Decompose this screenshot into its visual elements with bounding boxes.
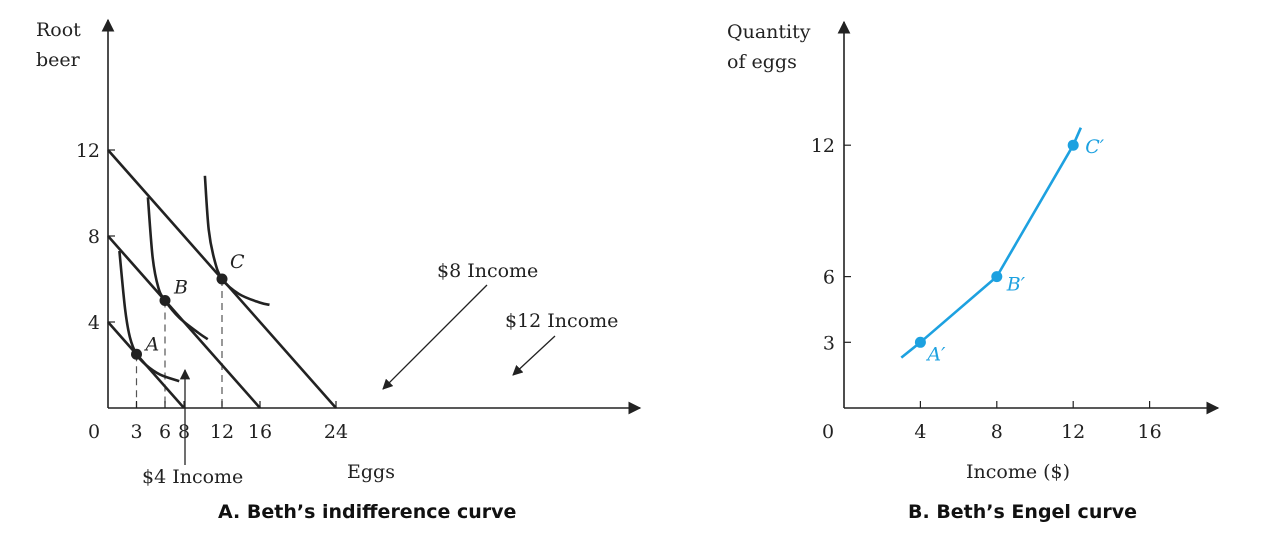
point-marker bbox=[159, 295, 171, 306]
y-tick-label: 12 bbox=[811, 135, 835, 157]
point-marker bbox=[216, 273, 228, 285]
point-label: B bbox=[173, 277, 188, 299]
y-axis-label-line2: of eggs bbox=[727, 51, 797, 73]
x-tick-label: 24 bbox=[324, 421, 348, 443]
x-tick-label: 8 bbox=[178, 421, 190, 443]
point-label: B′ bbox=[1006, 274, 1026, 296]
x-tick-label: 3 bbox=[130, 421, 142, 443]
engel-line bbox=[900, 127, 1083, 359]
point-marker bbox=[131, 348, 142, 360]
y-axis-label-line1: Root bbox=[36, 19, 81, 41]
point-marker bbox=[1067, 139, 1079, 151]
indifference-curve bbox=[118, 250, 180, 383]
chart-title: B. Beth’s Engel curve bbox=[908, 501, 1137, 523]
y-axis-label-line1: Quantity bbox=[727, 21, 811, 43]
point-label: A′ bbox=[925, 343, 946, 365]
annotation-8-pointer bbox=[382, 284, 488, 390]
x-tick-label: 16 bbox=[1138, 421, 1162, 443]
x-tick-label: 6 bbox=[159, 421, 171, 443]
annotation-8-income: $8 Income bbox=[437, 260, 538, 282]
x-axis-label: Eggs bbox=[347, 461, 395, 483]
points: A B C bbox=[131, 251, 245, 360]
y-tick-label: 4 bbox=[88, 312, 100, 334]
annotation-4-income: $4 Income bbox=[142, 466, 243, 488]
point-marker bbox=[991, 271, 1003, 283]
x-tick-label: 12 bbox=[210, 421, 234, 443]
point-label: C bbox=[230, 251, 245, 273]
engel-curve bbox=[900, 127, 1083, 359]
point-label: C′ bbox=[1085, 136, 1105, 158]
indifference-curve bbox=[203, 175, 270, 307]
x-tick-label: 8 bbox=[991, 421, 1003, 443]
y-tick-label: 8 bbox=[88, 226, 100, 248]
chart-title: A. Beth’s indifference curve bbox=[218, 501, 516, 523]
y-axis-label-line2: beer bbox=[36, 49, 81, 71]
tick-labels: 0 4 8 12 16 3 6 12 bbox=[811, 135, 1162, 443]
annotation-12-income: $12 Income bbox=[505, 310, 618, 332]
x-tick-label: 16 bbox=[248, 421, 272, 443]
y-tick-label: 3 bbox=[823, 332, 835, 354]
axes bbox=[837, 20, 1220, 415]
x-axis-label: Income ($) bbox=[966, 461, 1070, 483]
point-marker bbox=[914, 336, 926, 348]
annotation-12-pointer bbox=[512, 335, 556, 376]
point-label: A bbox=[144, 333, 160, 355]
points: A′ B′ C′ bbox=[914, 136, 1105, 365]
indifference-curve bbox=[146, 197, 209, 341]
y-tick-label: 12 bbox=[76, 140, 100, 162]
x-tick-label: 12 bbox=[1061, 421, 1085, 443]
x-tick-label: 0 bbox=[822, 421, 834, 443]
axes bbox=[101, 18, 642, 415]
x-tick-label: 0 bbox=[88, 421, 100, 443]
engel-chart: 0 4 8 12 16 3 6 12 A′ B′ C′ Quantity of eggs Inco… bbox=[727, 20, 1220, 523]
y-tick-label: 6 bbox=[823, 267, 835, 289]
guide-lines bbox=[135, 279, 223, 408]
x-tick-label: 4 bbox=[914, 421, 926, 443]
indifference-curves bbox=[118, 175, 270, 383]
